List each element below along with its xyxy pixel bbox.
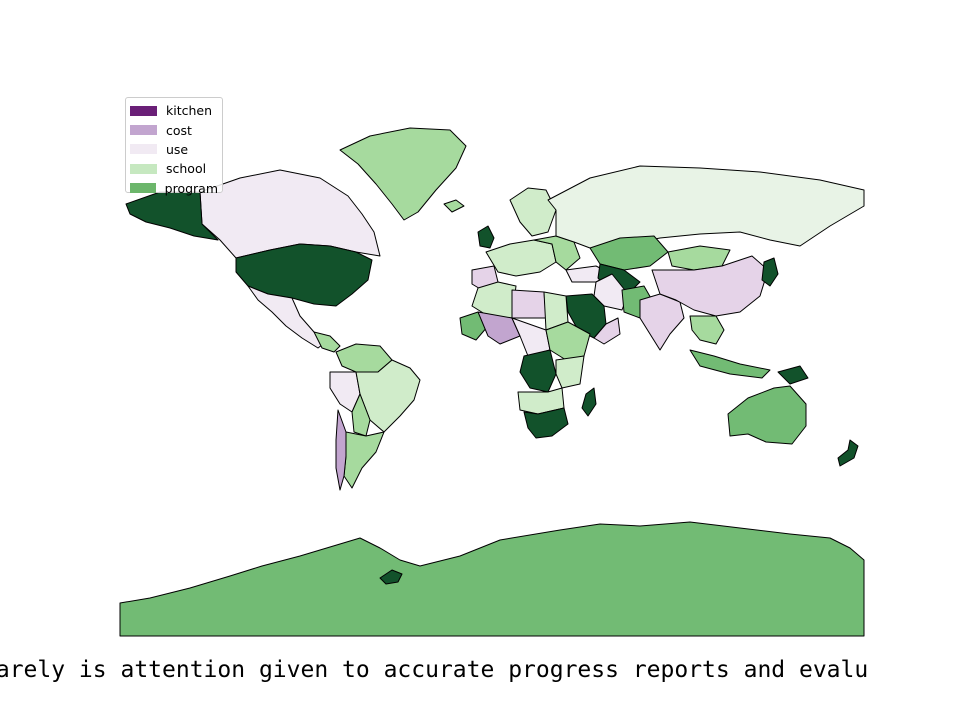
legend-label: program — [164, 180, 218, 196]
region-iceland — [443, 199, 465, 213]
legend-label: kitchen — [166, 103, 213, 119]
region-australia — [727, 385, 807, 445]
region-bolivia-paraguay — [351, 393, 371, 437]
legend-label: cost — [166, 122, 192, 138]
region-uk — [477, 225, 495, 249]
region-tanzania-kenya — [555, 355, 585, 389]
region-argentina — [343, 431, 385, 489]
region-canada — [199, 169, 381, 259]
legend-item-school: school — [130, 159, 218, 178]
legend-item-kitchen: kitchen — [130, 101, 218, 120]
region-chile — [335, 409, 347, 491]
region-india — [639, 293, 685, 351]
map-legend: kitchen cost use school program — [125, 97, 223, 196]
legend-swatch — [130, 163, 157, 174]
region-new-guinea — [777, 365, 809, 385]
region-western-europe — [485, 239, 557, 277]
region-indonesia — [689, 349, 771, 379]
region-new-zealand — [837, 439, 859, 467]
legend-swatch — [130, 105, 157, 116]
legend-item-use: use — [130, 140, 218, 159]
legend-item-cost: cost — [130, 120, 218, 139]
region-scandinavia — [509, 187, 557, 237]
caption-text: rarely is attention given to accurate pr… — [0, 657, 960, 683]
region-yemen-oman — [593, 317, 621, 345]
region-sahel — [477, 311, 521, 345]
region-north-africa-central — [511, 289, 547, 319]
legend-swatch — [130, 144, 157, 155]
region-korea-japan — [761, 257, 779, 287]
legend-swatch — [130, 183, 156, 194]
region-southeast-asia — [689, 315, 725, 345]
region-congo — [519, 349, 557, 393]
caption-line: rarely is attention given to accurate pr… — [0, 657, 869, 683]
legend-swatch — [130, 125, 157, 136]
region-antarctica — [119, 521, 865, 637]
region-china — [651, 255, 769, 317]
region-southern-africa — [523, 407, 569, 439]
region-russia — [547, 165, 865, 249]
legend-label: school — [166, 161, 207, 177]
legend-label: use — [166, 141, 189, 157]
region-antarctic-island — [379, 569, 403, 585]
region-central-america — [313, 331, 341, 353]
region-greenland — [339, 127, 467, 221]
legend-item-program: program — [130, 179, 218, 198]
region-madagascar — [581, 387, 597, 417]
